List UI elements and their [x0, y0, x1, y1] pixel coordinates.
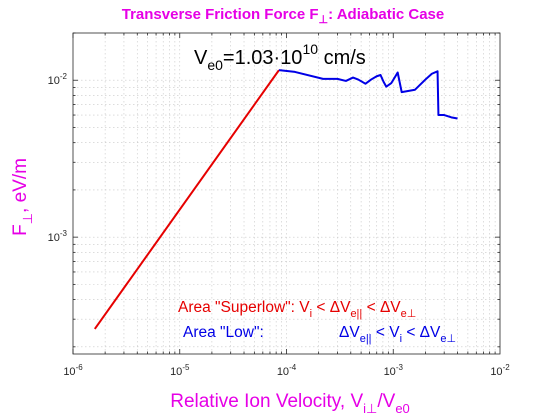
legend-low-mid1: < V — [372, 324, 401, 341]
annotation-superscript: 10 — [302, 41, 318, 57]
x-tick-label: 10-5 — [170, 363, 190, 378]
title-subscript: ⊥ — [319, 14, 329, 26]
legend-low-sub2: i — [400, 333, 402, 345]
legend-superlow: Area "Superlow": Vi < ΔVe|| < ΔVe⊥ — [178, 299, 416, 320]
grid — [73, 33, 500, 354]
annotation-subscript: e0 — [207, 57, 223, 73]
title-tail: : Adiabatic Case — [328, 6, 444, 23]
y-tick-base: 10 — [48, 75, 60, 87]
legend-low-mid2: < ΔV — [402, 324, 441, 341]
xlabel-text: Relative Ion Velocity, V — [170, 391, 363, 412]
ylabel-text: F — [10, 224, 31, 236]
legend-superlow-mid1: < ΔV — [312, 299, 351, 316]
x-tick-base: 10 — [490, 366, 502, 378]
x-tick-label: 10-6 — [63, 363, 83, 378]
legend-low-sub1: e|| — [360, 333, 372, 345]
x-tick-exponent: -5 — [182, 363, 190, 372]
title-text: Transverse Friction Force F — [122, 6, 319, 23]
annotation-mid: =1.03·10 — [223, 47, 303, 69]
xlabel-sub1: i⊥ — [363, 401, 377, 416]
ylabel-tail: , eV/m — [10, 158, 31, 213]
x-tick-base: 10 — [277, 366, 289, 378]
series-group — [93, 69, 458, 330]
legend-superlow-sub1: i — [310, 308, 312, 320]
legend-superlow-sub3: e⊥ — [401, 308, 417, 320]
annotation-tail: cm/s — [318, 47, 366, 69]
legend-low-text: Area "Low": — [183, 324, 264, 341]
y-tick-label: 10-3 — [48, 229, 68, 244]
x-tick-base: 10 — [170, 366, 182, 378]
ylabel-sub: ⊥ — [20, 213, 35, 224]
x-tick-exponent: -4 — [289, 363, 297, 372]
xlabel-sub2: e0 — [395, 401, 409, 416]
chart-title: Transverse Friction Force F⊥: Adiabatic … — [122, 6, 445, 26]
legend-low-condition: ΔVe|| < Vi < ΔVe⊥ — [339, 324, 456, 345]
y-tick-label: 10-2 — [48, 72, 68, 87]
x-tick-base: 10 — [63, 366, 75, 378]
x-tick-exponent: -2 — [503, 363, 511, 372]
x-tick-label: 10-3 — [384, 363, 404, 378]
x-tick-label: 10-2 — [490, 363, 510, 378]
x-tick-base: 10 — [384, 366, 396, 378]
y-tick-base: 10 — [48, 232, 60, 244]
series-superlow-line — [93, 69, 280, 330]
legend-low-text2: ΔV — [339, 324, 360, 341]
legend-superlow-text: Area "Superlow": V — [178, 299, 310, 316]
y-axis-label: F⊥, eV/m — [10, 158, 35, 236]
legend-superlow-sub2: e|| — [350, 308, 362, 320]
x-tick-exponent: -3 — [396, 363, 404, 372]
series-low-line — [278, 69, 458, 120]
x-axis-label: Relative Ion Velocity, Vi⊥/Ve0 — [170, 391, 410, 416]
legend-low: Area "Low": — [183, 324, 264, 341]
x-tick-label: 10-4 — [277, 363, 297, 378]
y-tick-exponent: -2 — [60, 72, 68, 81]
annotation-prefix: V — [194, 47, 208, 69]
legend-superlow-mid2: < ΔV — [362, 299, 401, 316]
x-tick-exponent: -6 — [76, 363, 84, 372]
legend-low-sub3: e⊥ — [440, 333, 456, 345]
velocity-annotation: Ve0=1.03·1010 cm/s — [194, 41, 366, 73]
xlabel-mid: /V — [377, 391, 395, 412]
axis-ticks: 10-6 10-5 10-4 10-3 10-210-310-2 — [48, 32, 510, 378]
y-tick-exponent: -3 — [60, 229, 68, 238]
